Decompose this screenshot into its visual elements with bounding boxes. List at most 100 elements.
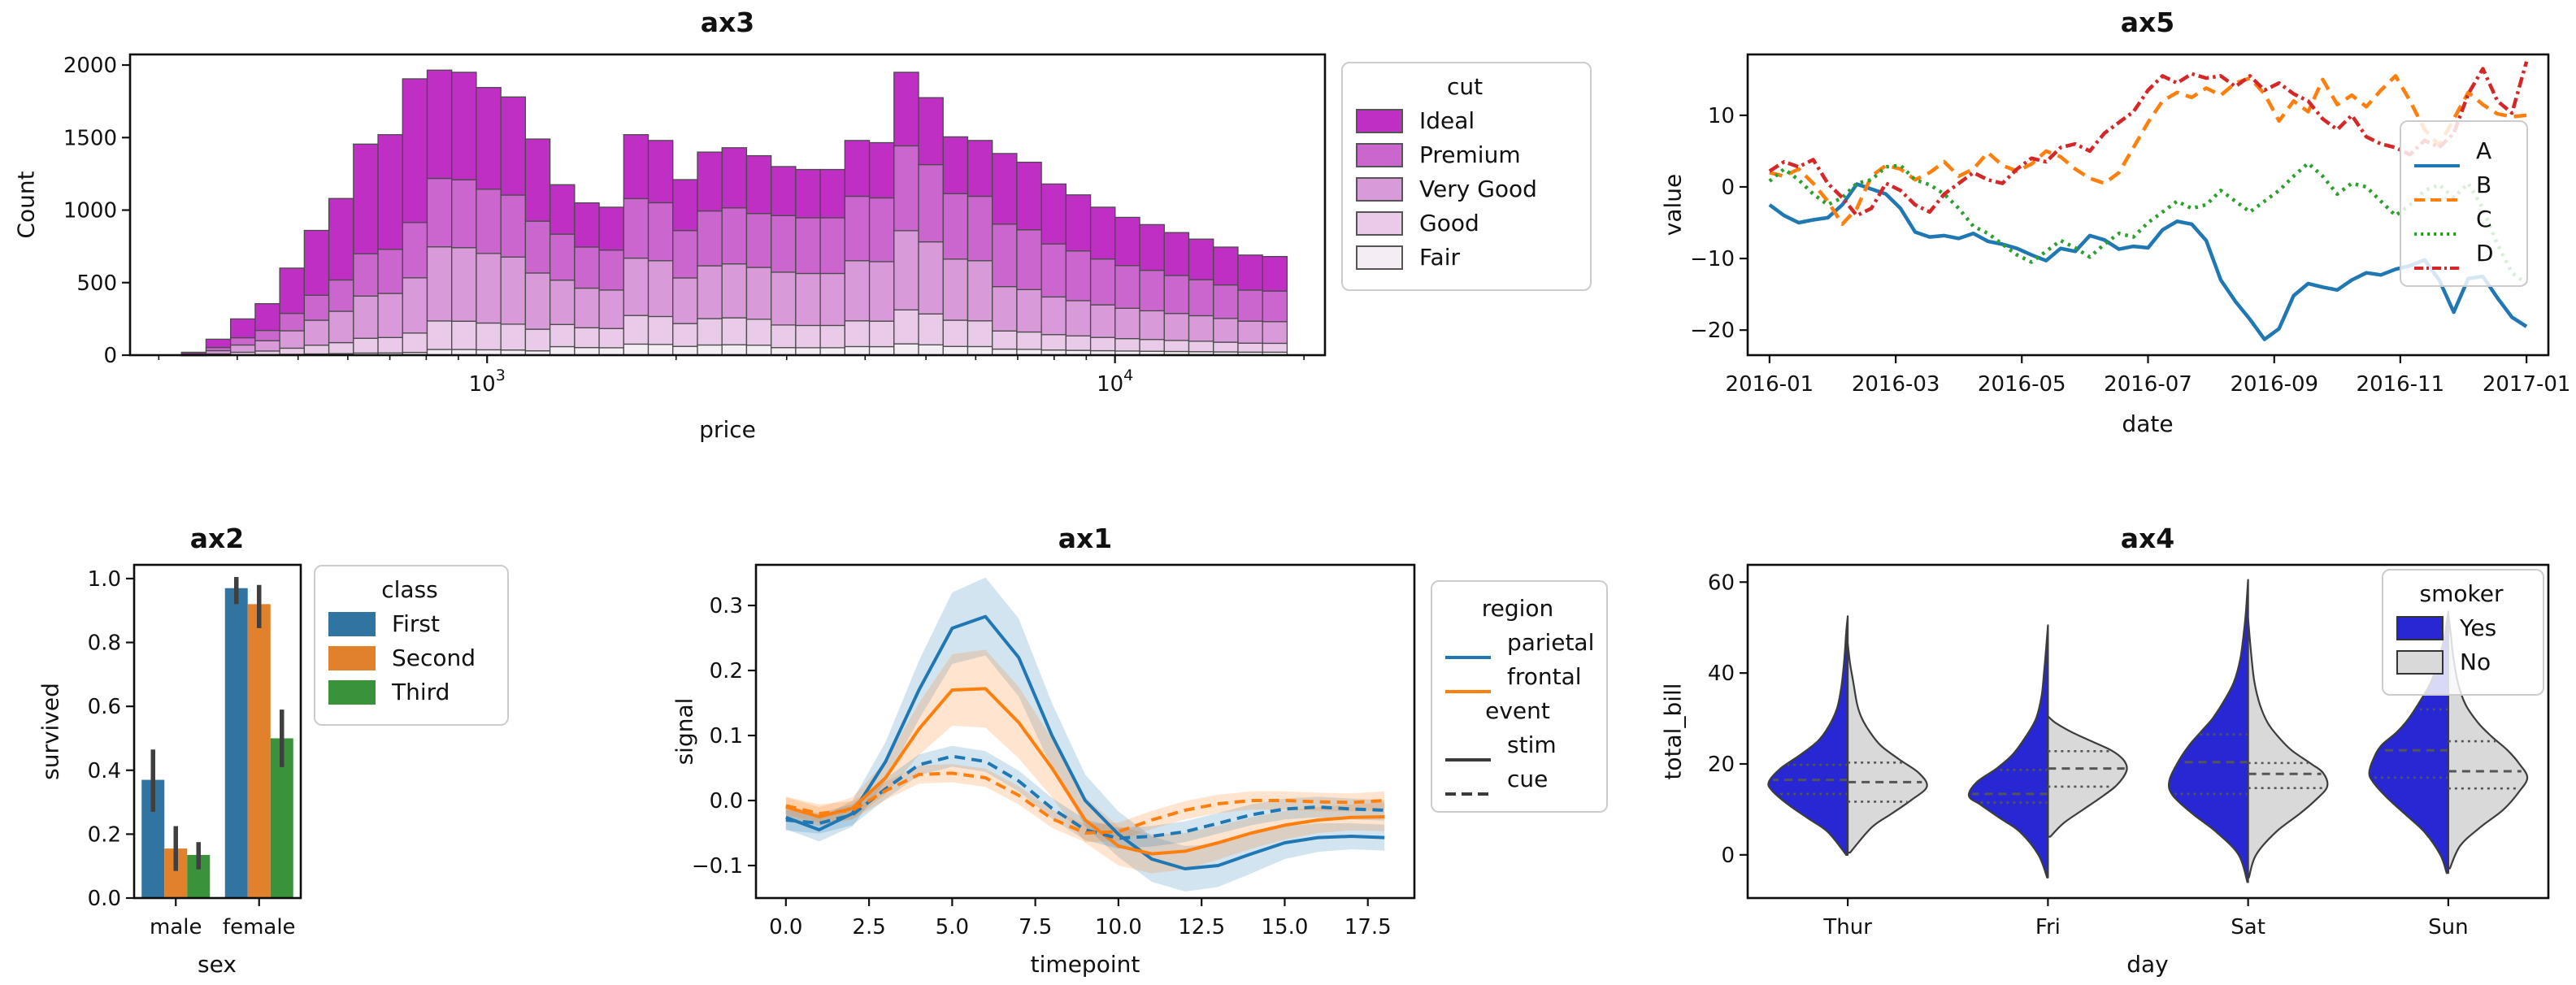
svg-text:12.5: 12.5 [1178,915,1225,939]
svg-text:10: 10 [1708,104,1735,128]
legend-label: No [2460,649,2491,675]
svg-text:0: 0 [1721,176,1735,200]
legend-item-stim: stim [1445,731,1590,762]
legend-cut-title: cut [1446,73,1483,100]
series-d-line [2414,250,2460,270]
legend-label: First [392,610,440,637]
svg-text:500: 500 [76,271,117,296]
legend-item-frontal: frontal [1445,663,1590,693]
legend-item-premium: Premium [1356,141,1574,168]
second-swatch [328,645,376,670]
svg-text:2017-01: 2017-01 [2483,372,2571,397]
legend-label: Good [1419,210,1479,236]
ax4-xlabel: day [2126,951,2169,978]
svg-text:Sat: Sat [2231,915,2265,939]
svg-text:2016-11: 2016-11 [2357,372,2445,397]
legend-label: B [2476,171,2492,198]
smoker-no-swatch [2396,649,2444,675]
svg-text:2016-01: 2016-01 [1726,372,1814,397]
svg-text:2016-05: 2016-05 [1978,372,2066,397]
svg-text:1500: 1500 [63,126,117,150]
legend-item-b: B [2414,171,2510,202]
premium-swatch [1356,142,1403,167]
svg-text:0.0: 0.0 [769,915,802,939]
svg-text:2016-03: 2016-03 [1852,372,1940,397]
ax1-xlabel: timepoint [1030,951,1140,978]
first-swatch [328,611,376,636]
svg-text:0.0: 0.0 [710,789,743,814]
legend-item-parietal: parietal [1445,629,1594,659]
legend-item-d: D [2414,240,2510,270]
legend-class-title: class [381,576,438,603]
series-b-line [2414,182,2460,202]
svg-text:60: 60 [1708,571,1735,595]
svg-text:2000: 2000 [63,54,117,78]
very-good-swatch [1356,176,1403,202]
legend-label: cue [1507,766,1549,792]
legend-label: Very Good [1419,176,1537,202]
ax4-title: ax4 [2120,523,2175,554]
svg-text:male: male [150,915,202,939]
legend-item-third: Third [328,679,491,705]
svg-text:10.0: 10.0 [1095,915,1142,939]
ax5-ylabel: value [1659,173,1687,236]
svg-text:2.5: 2.5 [852,915,885,939]
legend-class: class First Second Third [314,565,509,726]
ax3-title: ax3 [700,7,755,38]
legend-item-second: Second [328,644,491,671]
svg-text:104: 104 [1097,367,1133,397]
ideal-swatch [1356,108,1403,133]
svg-text:0.2: 0.2 [710,659,743,683]
legend-label: stim [1507,731,1557,758]
svg-text:0: 0 [1721,844,1735,868]
ax3-xlabel: price [699,416,756,443]
svg-text:5.0: 5.0 [936,915,969,939]
series-c-line [2414,216,2460,236]
svg-text:2016-09: 2016-09 [2230,372,2318,397]
svg-text:7.5: 7.5 [1019,915,1052,939]
legend-smoker: smoker Yes No [2382,569,2544,696]
legend-item-fair: Fair [1356,244,1574,271]
good-swatch [1356,210,1403,236]
svg-text:Thur: Thur [1822,915,1872,939]
legend-cut: cut Ideal Premium Very Good Good Fair [1341,62,1592,291]
legend-item-first: First [328,610,491,637]
ax2-ylabel: survived [37,683,64,780]
parietal-line [1445,640,1491,659]
svg-text:−20: −20 [1690,319,1735,343]
svg-text:female: female [223,915,296,939]
svg-text:Sun: Sun [2428,915,2468,939]
svg-text:2016-07: 2016-07 [2104,372,2192,397]
ax2-title: ax2 [189,523,245,554]
svg-text:0.4: 0.4 [88,759,121,783]
legend-item-good: Good [1356,210,1574,236]
third-swatch [328,679,376,705]
frontal-line [1445,674,1491,693]
svg-text:17.5: 17.5 [1344,915,1392,939]
legend-item-ideal: Ideal [1356,107,1574,134]
legend-label: Second [392,644,476,671]
legend-item-very-good: Very Good [1356,176,1574,202]
ax1-title: ax1 [1058,523,1113,554]
legend-item-cue: cue [1445,766,1590,796]
ax4-ylabel: total_bill [1659,683,1687,780]
fair-swatch [1356,245,1403,270]
legend-item-a: A [2414,137,2510,167]
svg-text:−0.1: −0.1 [692,854,743,879]
ax2-xlabel: sex [198,951,237,978]
svg-text:0.2: 0.2 [88,822,121,847]
series-a-line [2414,148,2460,167]
svg-text:20: 20 [1708,753,1735,777]
legend-item-no: No [2396,649,2526,675]
svg-text:0.3: 0.3 [710,594,743,618]
svg-text:1.0: 1.0 [88,567,121,592]
legend-label: Ideal [1419,107,1475,134]
legend-item-c: C [2414,206,2510,236]
legend-label: Yes [2460,614,2497,641]
legend-label: Premium [1419,141,1521,168]
svg-text:0.6: 0.6 [88,695,121,719]
legend-label: Fair [1419,244,1460,271]
legend-region-event: region parietal frontal event stim cue [1431,580,1608,813]
svg-text:−10: −10 [1690,247,1735,271]
